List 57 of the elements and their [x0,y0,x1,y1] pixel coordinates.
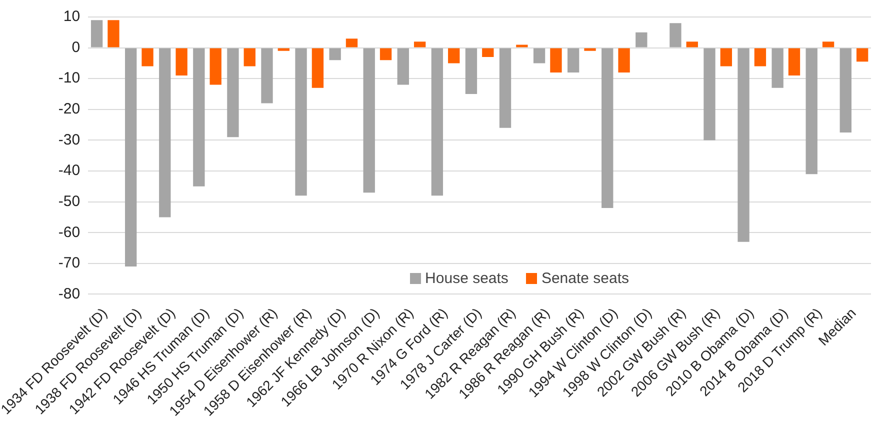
bar [840,48,852,133]
bar [244,48,256,66]
y-tick-label: -30 [58,131,80,148]
bar [499,48,512,128]
bar [125,48,137,267]
bar [431,48,444,196]
bar [806,48,818,174]
bar [261,48,273,104]
y-tick-label: -20 [58,100,80,118]
y-tick-label: -70 [58,254,80,272]
bar [176,48,188,76]
bar [227,48,239,138]
bar [822,42,834,48]
bar [414,42,426,48]
y-tick-label: -50 [58,192,80,210]
bar [754,48,766,66]
bar [856,48,868,62]
bar [90,20,103,48]
bar [193,48,205,186]
legend-label: House seats [425,270,508,288]
bar [482,48,494,58]
bar [516,44,528,48]
bar [278,48,290,51]
bar [686,42,698,48]
bar [312,48,324,88]
bar [618,48,630,72]
bar [550,48,562,72]
bar [533,48,546,64]
y-tick-label: -80 [58,285,80,302]
legend-label: Senate seats [541,270,629,288]
bar [788,48,800,76]
y-tick-label: -40 [58,162,80,180]
bar [772,48,784,88]
bar [584,48,596,51]
y-tick-label: 0 [72,38,80,56]
bar [159,48,171,218]
bar [704,48,716,140]
bar [738,48,750,242]
bar [568,48,580,72]
bar [465,48,478,94]
y-tick-label: -60 [58,224,80,241]
bar [108,20,120,48]
bar [602,48,614,208]
bar [295,48,307,196]
bar [720,48,732,66]
y-tick-label: 10 [63,8,80,26]
bar [210,48,222,85]
bar [380,48,392,60]
bar [636,32,648,48]
bar [142,48,154,66]
bar [346,38,358,48]
bar [448,48,460,64]
bar [397,48,409,85]
bar [329,48,341,60]
y-tick-label: -10 [58,70,80,87]
bar [670,23,682,48]
bar [363,48,375,193]
